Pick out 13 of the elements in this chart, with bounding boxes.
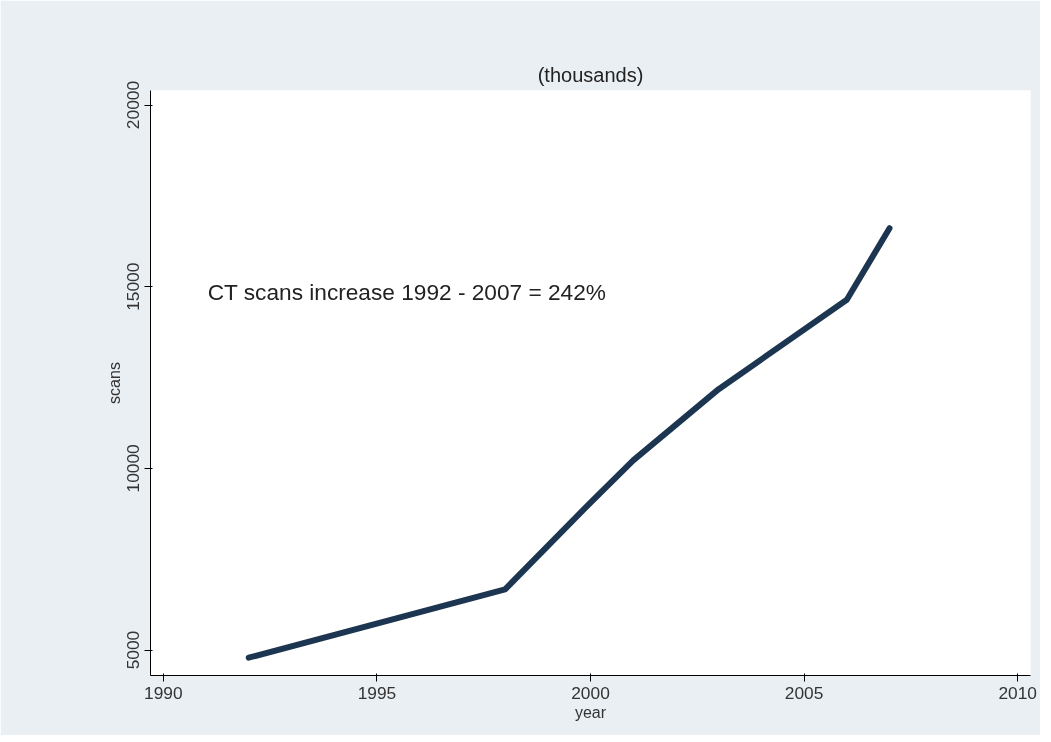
- x-tick-label: 1995: [357, 682, 397, 703]
- y-tick-label: 20000: [123, 80, 144, 130]
- y-axis-title: scans: [105, 362, 123, 404]
- chart-title: (thousands): [537, 63, 644, 86]
- x-axis-title: year: [574, 703, 607, 721]
- x-tick-label: 2005: [784, 682, 824, 703]
- annotation: CT scans increase 1992 - 2007 = 242%: [207, 279, 606, 306]
- x-tick-label: 2010: [998, 682, 1037, 703]
- x-tick-label: 2000: [571, 682, 610, 703]
- y-tick-label: 5000: [123, 630, 144, 670]
- y-tick-label: 10000: [123, 444, 144, 493]
- x-tick-label: 1990: [144, 682, 183, 703]
- y-tick-label: 15000: [123, 262, 144, 311]
